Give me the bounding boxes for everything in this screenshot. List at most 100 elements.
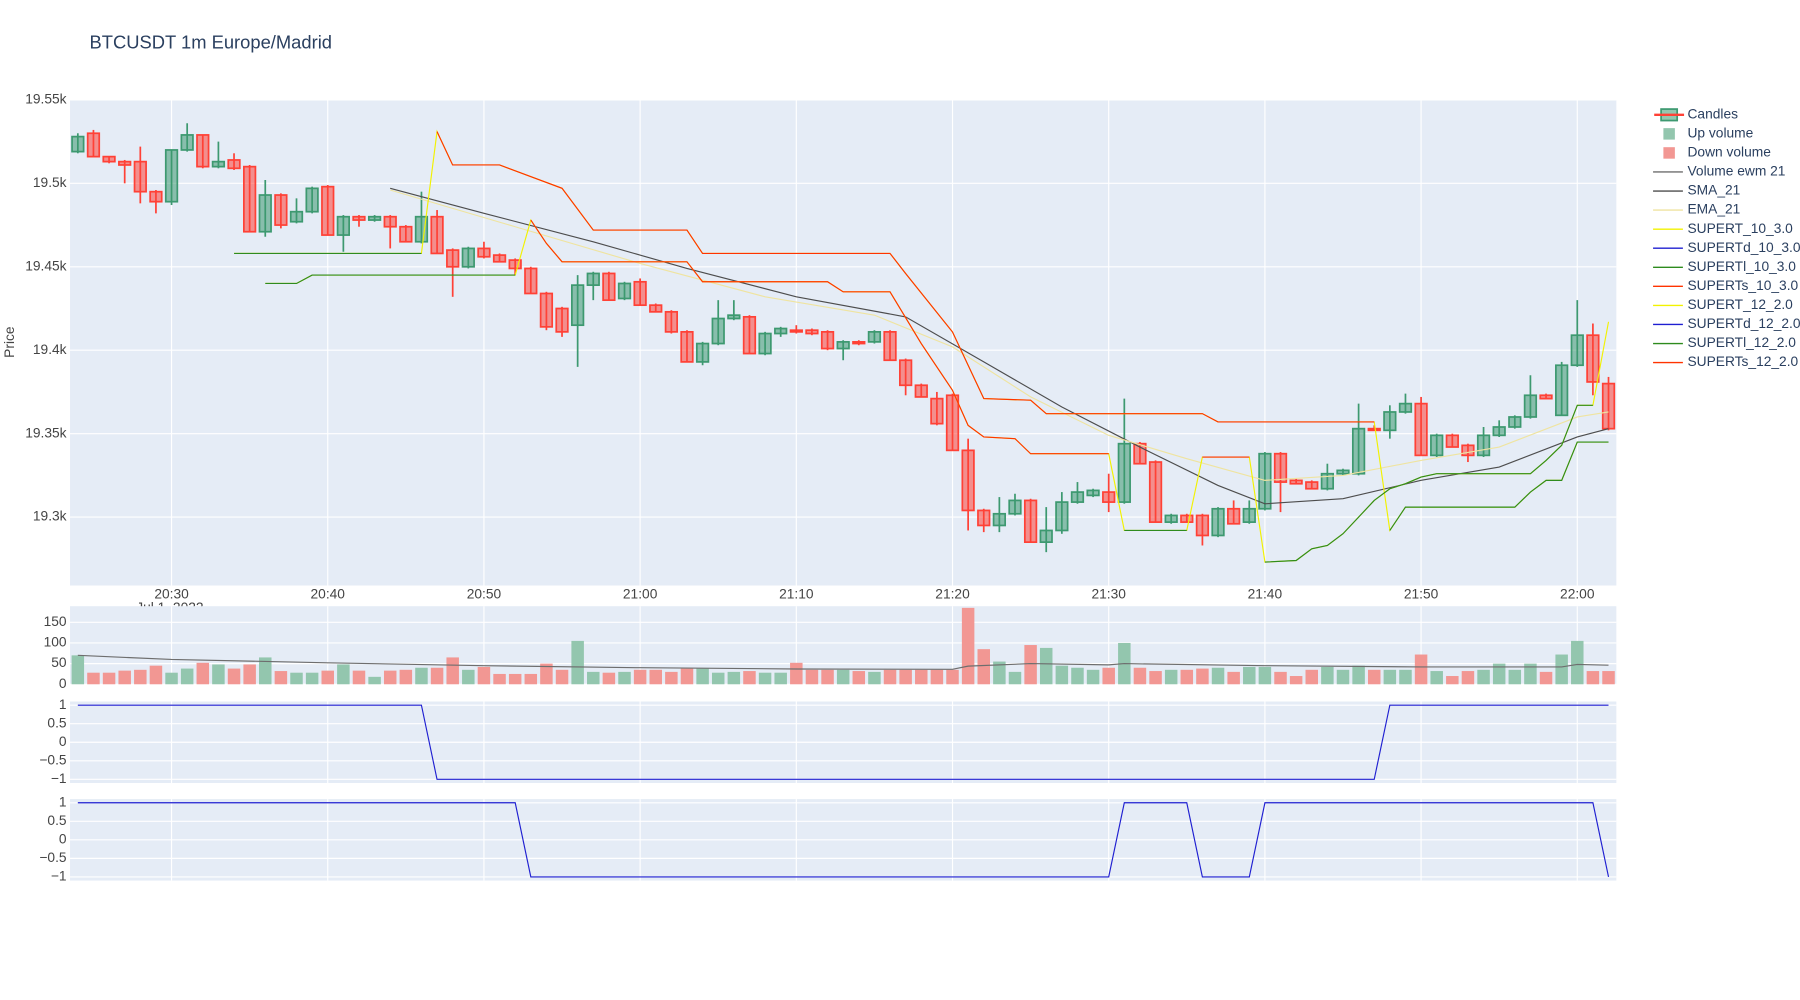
candle-body [1383,411,1397,432]
candle-body [805,329,819,335]
legend-item[interactable]: SUPERTl_12_2.0 [1653,335,1796,350]
candle-body [1133,442,1147,465]
candle-body [586,272,600,286]
line [436,131,1375,423]
volume-bar [462,669,475,685]
legend-item[interactable]: SUPERTs_12_2.0 [1653,354,1799,369]
candle-body [1430,434,1444,457]
legend-item[interactable]: Candles [1654,106,1738,121]
candle-body [1570,334,1584,367]
volume-bar [477,666,491,685]
x-tick-label: 21:10 [779,586,814,601]
candle-body [742,315,757,355]
candle-body [508,259,522,270]
candle-body [1523,394,1538,418]
volume-bar [633,669,647,685]
candle-body [414,215,429,243]
y-tick-label: 0.5 [47,813,66,828]
legend-item[interactable]: SMA_21 [1653,183,1740,198]
volume-bar [1289,676,1303,685]
candle-body [321,185,335,236]
y-tick-label: 0.5 [47,715,66,730]
candle-body [758,332,772,355]
volume-bar [524,673,538,685]
candle-body [305,187,319,213]
legend-label: SUPERTd_12_2.0 [1688,316,1800,331]
candle-body [164,149,179,203]
legend-label: SUPERTs_10_3.0 [1688,278,1799,293]
candle-body [446,249,460,268]
candle-body [1023,499,1038,544]
candle-body [1258,452,1272,510]
legend-label: Volume ewm 21 [1688,164,1786,179]
volume-bar [1164,669,1178,685]
volume-bar [1508,669,1522,685]
x-tick-label: 21:20 [935,586,970,601]
x-tick-label: 22:00 [1560,586,1595,601]
legend-item[interactable]: SUPERTd_10_3.0 [1653,240,1800,255]
volume-bar [1586,671,1600,685]
volume-bar [1477,669,1490,685]
volume-bar [430,667,444,685]
y-tick-label: 0 [59,734,67,749]
legend-item[interactable]: EMA_21 [1653,202,1740,217]
volume-bar [1399,669,1412,685]
volume-bar [649,669,662,685]
candle-body [1148,461,1163,523]
volume-bar [1008,671,1022,685]
y-tick-label: −0.5 [39,850,67,865]
volume-bar [1227,671,1240,685]
candle-body [633,280,647,307]
candle-body [336,215,351,236]
legend-item[interactable]: SUPERT_12_2.0 [1653,297,1793,312]
volume-bar [1149,671,1162,685]
volume-bar [1446,676,1459,685]
candle-body [1508,416,1522,428]
candle-body [1367,427,1381,432]
volume-bar [852,671,866,685]
volume-bar [196,662,210,685]
y-tick-label: 19.3k [33,509,67,524]
volume-bar [1102,667,1115,685]
legend-item[interactable]: SUPERT_10_3.0 [1653,221,1793,236]
candle-body [789,329,803,333]
volume-bar [134,669,147,685]
volume-bar [883,669,897,685]
volume-bar [1211,667,1225,685]
y-tick-label: 19.45k [25,258,66,273]
volume-bar [1430,671,1443,685]
candle-body [1398,402,1413,413]
legend-item[interactable]: Volume ewm 21 [1653,164,1785,179]
legend-item[interactable]: Up volume [1663,126,1754,141]
candle-body [571,284,585,327]
candle-body [1086,489,1100,497]
candle-body [867,331,882,343]
candle-body [1117,442,1131,503]
legend-item[interactable]: SUPERTs_10_3.0 [1653,278,1799,293]
volume-bar [774,672,787,685]
volume-bar [758,672,772,685]
y-axis-label: Price [2,326,17,358]
y-tick-label: −0.5 [39,752,67,767]
candle-body [1070,491,1085,503]
legend-item[interactable]: SUPERTd_12_2.0 [1653,316,1800,331]
volume-bar [383,670,397,685]
line [77,704,1609,780]
volume-bar [836,669,850,685]
y-tick-label: 19.35k [25,425,66,440]
volume-bar [71,655,85,685]
legend-item[interactable]: SUPERTl_10_3.0 [1653,259,1796,274]
volume-bar [165,672,178,685]
candle-body [1476,434,1491,457]
candle-body [86,132,101,158]
volume-bar [680,668,694,685]
line [530,219,1250,458]
candle-body [930,397,944,425]
candle-body [289,210,304,223]
y-tick-label: 1 [59,697,67,712]
candle-body [899,359,913,387]
candle-body [883,331,897,362]
y-tick-label: 19.55k [25,92,66,107]
legend-item[interactable]: Down volume [1663,145,1771,160]
candle-body [1320,472,1335,490]
